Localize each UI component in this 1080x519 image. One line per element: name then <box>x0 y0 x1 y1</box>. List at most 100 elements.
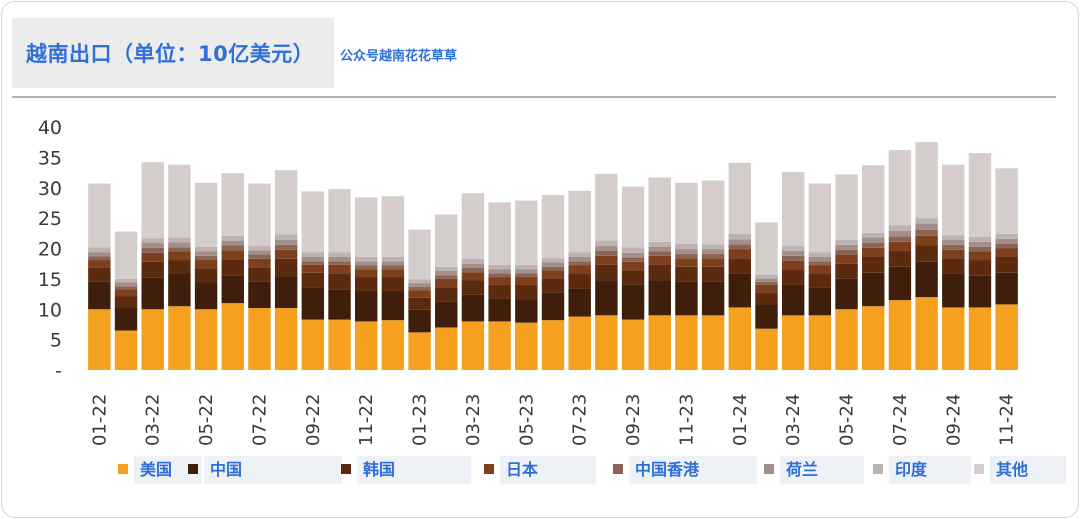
bar-segment <box>595 240 618 247</box>
bar-segment <box>808 287 832 316</box>
x-tick-label: 07-24 <box>890 394 911 446</box>
bar-segment <box>621 257 645 262</box>
bar-segment <box>408 332 431 370</box>
bar-segment <box>942 240 965 245</box>
bar-segment <box>595 246 618 251</box>
bar-segment <box>862 232 885 238</box>
bar-segment <box>675 182 698 244</box>
legend-swatch <box>974 464 984 474</box>
x-axis: 01-22 03-22 05-22 07-22 09-22 11-22 01-23 03-23… <box>89 394 1017 446</box>
bar-segment <box>88 252 111 257</box>
bar-segment <box>488 298 511 322</box>
bar-segment <box>515 269 538 274</box>
bar-segment <box>354 321 378 370</box>
bar-segment <box>568 288 591 317</box>
bar-segment <box>942 258 965 274</box>
bar-segment <box>915 297 938 370</box>
bar-segment <box>541 266 565 271</box>
bar-segment <box>114 296 138 309</box>
bar-segment <box>595 264 618 281</box>
bar-segment <box>141 238 164 244</box>
bar-segment <box>755 328 778 370</box>
legend-swatch <box>341 464 351 474</box>
bar-segment <box>354 265 378 270</box>
bar-segment <box>835 174 858 240</box>
x-tick-label: 09-24 <box>943 394 964 446</box>
x-tick-label: 11-22 <box>356 394 377 446</box>
bar-segment <box>301 264 325 273</box>
bar-segment <box>88 247 111 253</box>
chart-title: 越南出口（单位：10亿美元） <box>26 42 315 66</box>
bar-segment <box>942 273 965 308</box>
bar-segment <box>114 286 138 290</box>
bar-segment <box>968 251 992 261</box>
bar-segment <box>114 289 138 297</box>
bar-segment <box>621 186 645 248</box>
x-tick-label: 01-24 <box>730 394 751 446</box>
bar-segment <box>274 249 298 259</box>
bar-segment <box>168 242 191 248</box>
bar-segment <box>621 319 645 370</box>
bar-segment <box>274 258 298 277</box>
bar-segment <box>168 306 191 370</box>
bar-segment <box>461 263 485 268</box>
x-tick-label: 03-24 <box>783 394 804 446</box>
bar-segment <box>862 257 885 273</box>
bar-segment <box>328 252 351 257</box>
bar-segment <box>141 243 164 248</box>
bar-segment <box>354 269 378 278</box>
bar-segment <box>88 267 111 282</box>
bar-segment <box>995 248 1018 257</box>
bar-segment <box>461 193 485 259</box>
bar-segment <box>781 246 805 251</box>
bar-segment <box>808 315 832 370</box>
bar-segment <box>701 249 725 254</box>
y-tick-label: 30 <box>38 178 62 200</box>
x-tick-label: 11-23 <box>676 394 697 446</box>
x-tick-label: 07-23 <box>570 394 591 446</box>
y-tick-label: 35 <box>38 147 62 169</box>
bar-segment <box>648 241 671 247</box>
bar-segment <box>461 267 485 273</box>
bar-segment <box>835 309 858 370</box>
bar-segment <box>461 258 485 264</box>
bar-segment <box>595 315 618 370</box>
bar-segment <box>168 247 191 252</box>
bar-segment <box>168 164 191 238</box>
bar-segment <box>808 183 832 253</box>
bar-segment <box>968 241 992 247</box>
bar-segment <box>621 247 645 253</box>
bar-segment <box>194 309 218 370</box>
bar-segment <box>621 252 645 258</box>
x-tick-label: 09-22 <box>303 394 324 446</box>
bar-segment <box>114 278 138 283</box>
bar-segment <box>274 308 298 370</box>
bar-segment <box>968 260 992 276</box>
legend-swatch <box>613 464 623 474</box>
bar-segment <box>728 244 752 250</box>
bar-segment <box>435 327 458 370</box>
bar-segment <box>488 284 511 299</box>
legend-label: 荷兰 <box>780 456 864 484</box>
title-background <box>12 18 334 88</box>
bar-segment <box>194 282 218 310</box>
bar-segment <box>221 240 244 246</box>
bar-segment <box>354 277 378 292</box>
bar-segment <box>248 308 271 370</box>
bar-segment <box>595 250 618 256</box>
bar-segment <box>435 287 458 302</box>
y-tick-label: 25 <box>38 208 62 230</box>
x-tick-label: 01-22 <box>89 394 110 446</box>
bar-segment <box>648 246 671 252</box>
bar-segment <box>701 244 725 250</box>
y-tick-label: 5 <box>50 330 62 352</box>
bar-segment <box>915 261 938 298</box>
x-tick-label: 11-24 <box>997 394 1018 446</box>
bar-segment <box>888 230 912 237</box>
bar-segment <box>888 250 912 267</box>
bar-segment <box>541 292 565 321</box>
bar-segment <box>114 308 138 331</box>
bar-segment <box>595 280 618 316</box>
bar-segment <box>648 177 671 242</box>
bar-segment <box>862 272 885 307</box>
